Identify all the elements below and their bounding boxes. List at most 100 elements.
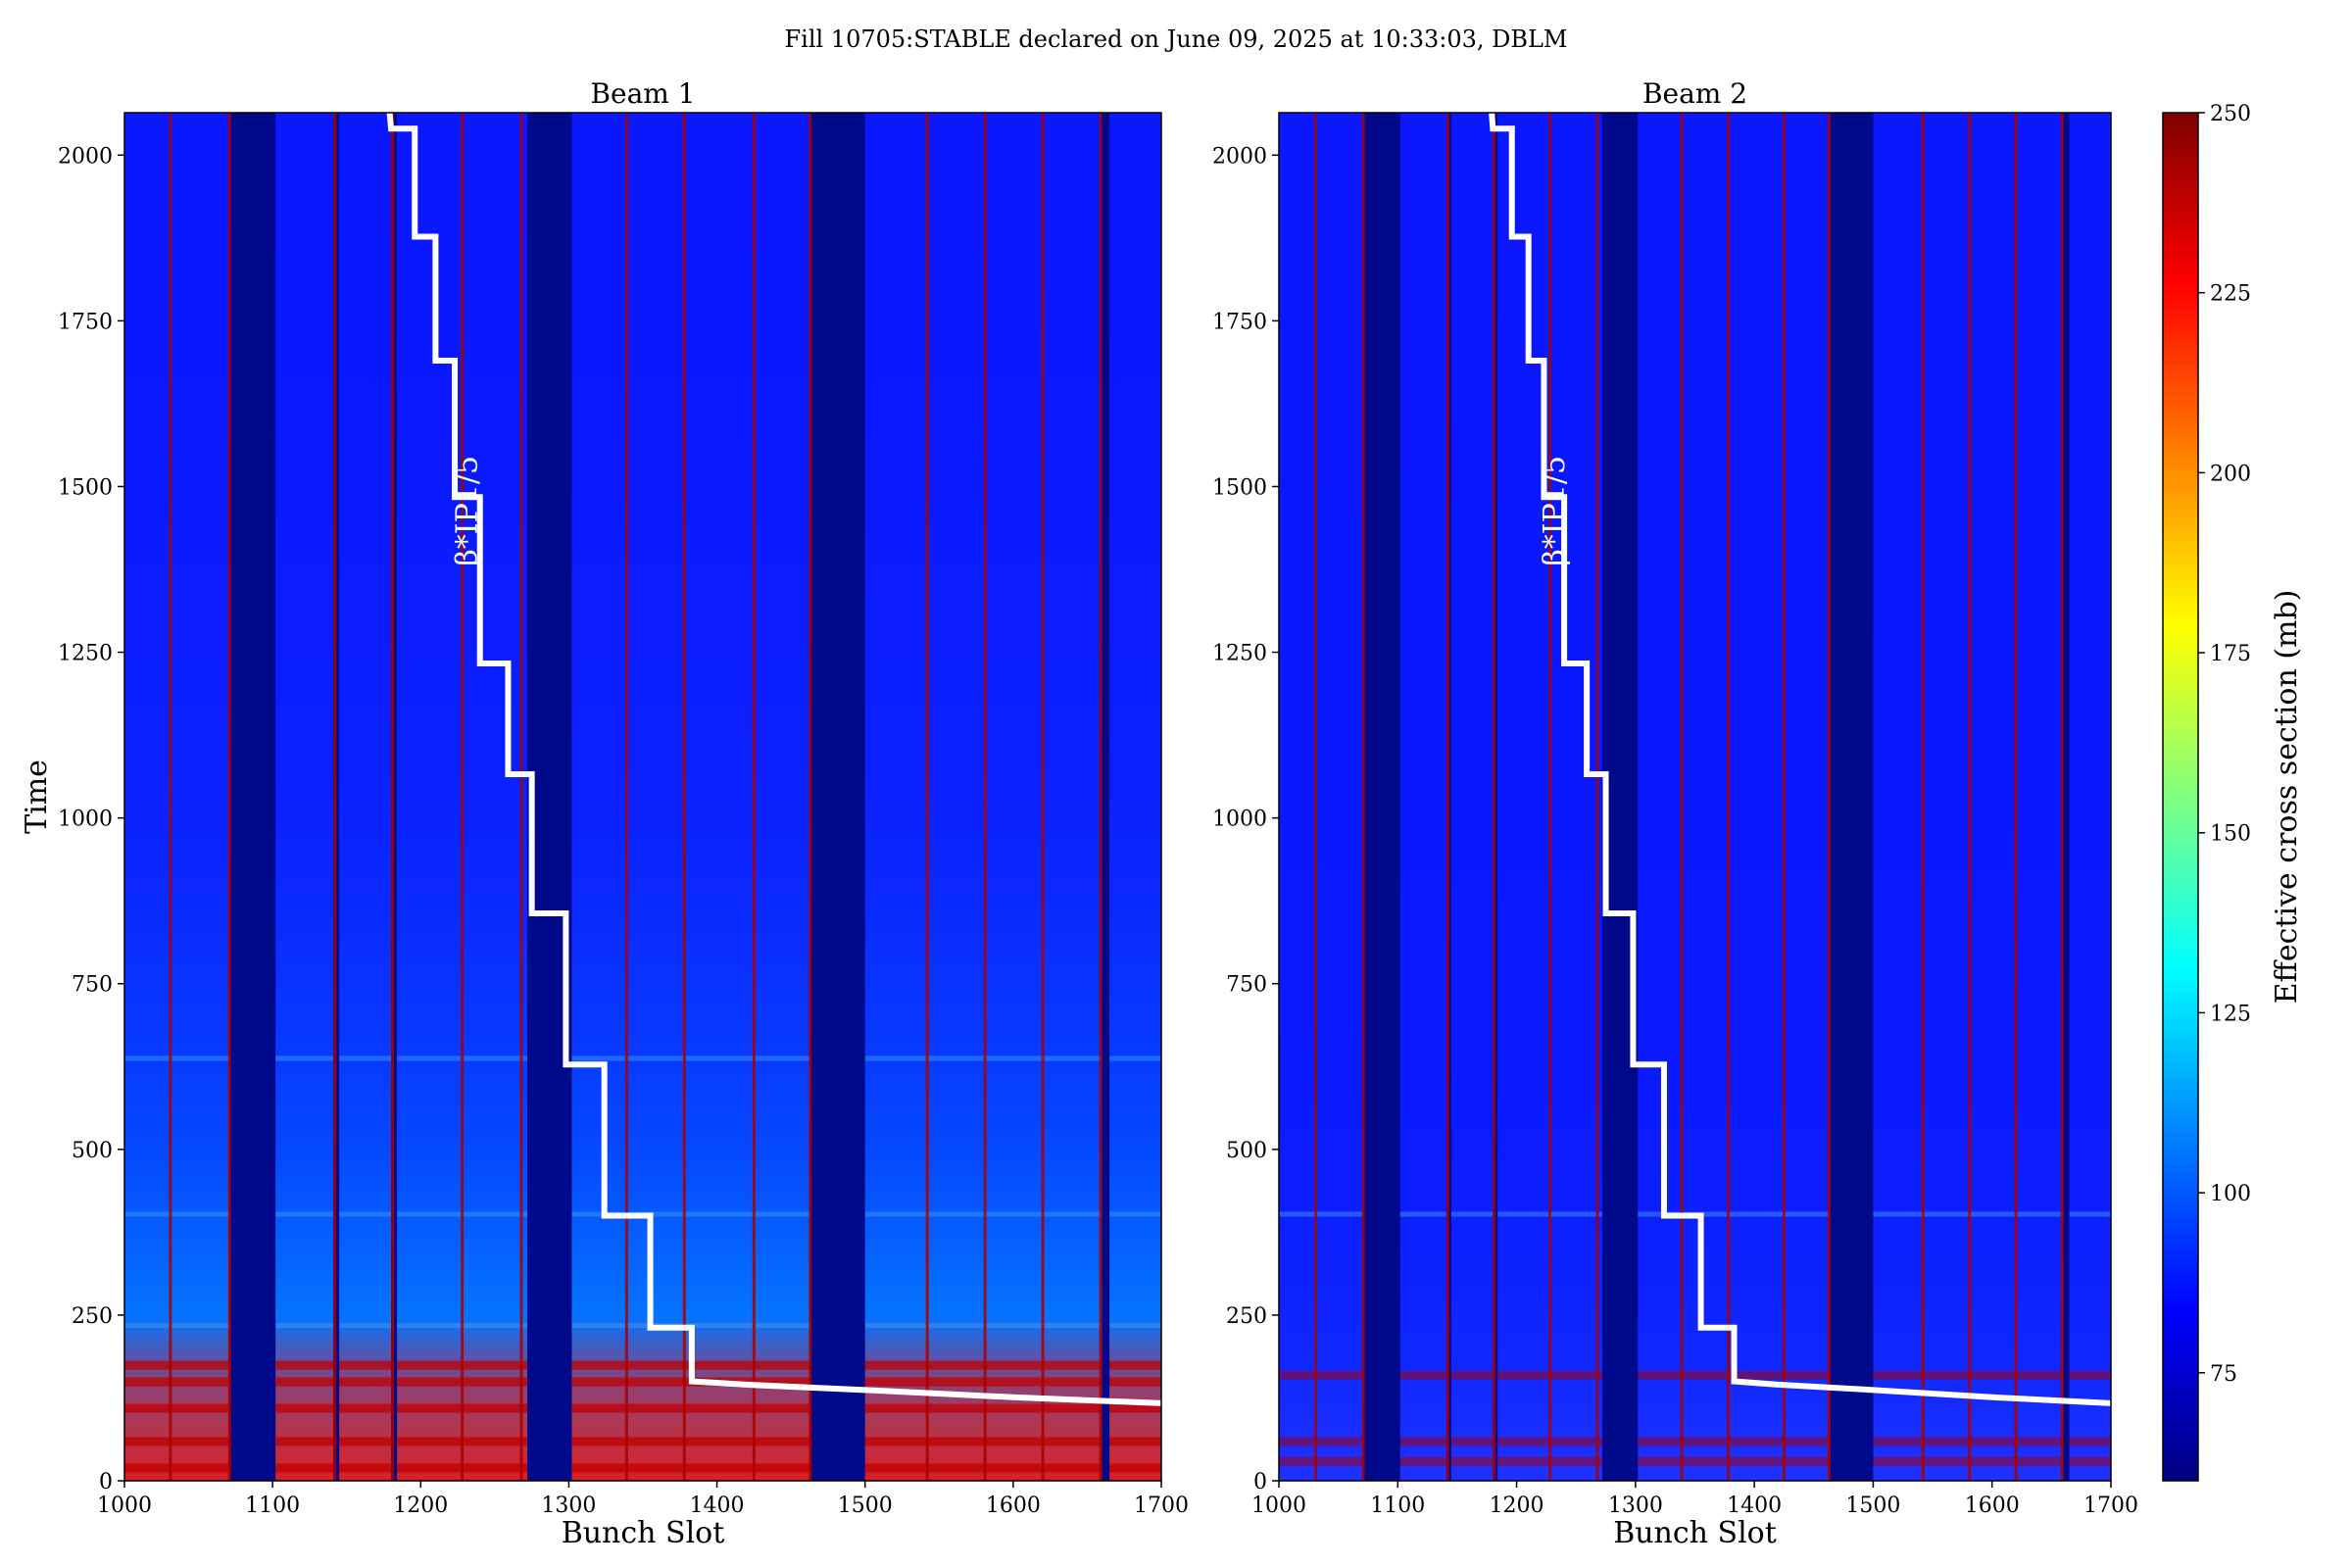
red-edge-line [2060, 113, 2064, 1481]
red-edge-line [1548, 113, 1552, 1481]
beta-star-step-line [386, 113, 1161, 1406]
x-tick-label: 1300 [541, 1494, 596, 1518]
bright-row-band [1279, 1456, 2111, 1466]
x-tick-label: 1700 [1134, 1494, 1189, 1518]
red-edge-line [1041, 113, 1045, 1481]
colorbar-tick-label: 125 [2210, 1002, 2251, 1026]
x-tick-label: 1500 [1845, 1494, 1900, 1518]
empty-slot-column [391, 113, 398, 1481]
colorbar-frame [2162, 112, 2199, 1482]
red-edge-line [169, 113, 172, 1481]
bright-row-band [1279, 1370, 2111, 1380]
empty-slot-column [1102, 113, 1110, 1481]
y-tick-label: 1250 [58, 642, 113, 666]
x-tick-label: 1300 [1608, 1494, 1663, 1518]
x-tick-label: 1600 [1965, 1494, 2020, 1518]
red-edge-line [682, 113, 686, 1481]
red-edge-line [624, 113, 628, 1481]
red-edge-line [752, 113, 756, 1481]
colorbar-gradient [2163, 113, 2198, 1481]
red-edge-line [1493, 113, 1496, 1481]
y-tick-label: 750 [72, 973, 113, 998]
red-edge-line [1921, 113, 1925, 1481]
y-tick-label: 1750 [1212, 310, 1267, 334]
red-edge-line [1099, 113, 1102, 1481]
bright-row-band [124, 1323, 1161, 1329]
red-edge-line [2014, 113, 2018, 1481]
colorbar-tick-label: 250 [2210, 102, 2251, 126]
beta-star-step-line [1489, 113, 2111, 1406]
x-axis-label: Bunch Slot [1613, 1516, 1777, 1550]
bright-row-band [124, 1437, 1161, 1446]
x-tick-label: 1000 [97, 1494, 152, 1518]
colorbar-label: Effective cross section (mb) [2270, 590, 2304, 1004]
x-tick-label: 1600 [986, 1494, 1041, 1518]
red-edge-line [519, 113, 523, 1481]
empty-slot-column [2063, 113, 2070, 1481]
red-edge-line [1726, 113, 1730, 1481]
colorbar-tick-label: 75 [2210, 1362, 2237, 1387]
bright-row-band [124, 1377, 1161, 1387]
y-tick-label: 0 [99, 1470, 113, 1494]
red-edge-line [808, 113, 812, 1481]
x-tick-label: 1400 [1727, 1494, 1782, 1518]
axes-frame [1278, 112, 2112, 1482]
colorbar-tick-label: 150 [2210, 822, 2251, 847]
red-edge-line [1314, 113, 1318, 1481]
heat-fade [1279, 113, 2111, 1481]
x-tick-label: 1000 [1251, 1494, 1306, 1518]
x-tick-label: 1100 [1370, 1494, 1425, 1518]
red-edge-line [983, 113, 987, 1481]
colorbar: 75 100 125 150 175 200 225 250 Effective cross s… [2162, 102, 2304, 1482]
y-tick-label: 1500 [58, 475, 113, 500]
x-tick-label: 1400 [690, 1494, 745, 1518]
empty-slot-column [1829, 113, 1874, 1481]
red-edge-line [1968, 113, 1972, 1481]
bright-row-band [124, 1055, 1161, 1061]
heatmap-area [1279, 113, 2111, 1481]
empty-slot-column [527, 113, 572, 1481]
red-edge-line [391, 113, 395, 1481]
y-tick-label: 1000 [58, 808, 113, 832]
panel-title: Beam 1 [590, 77, 695, 110]
heatmap-area [124, 113, 1161, 1481]
bright-row-band [1279, 1437, 2111, 1446]
colorbar-tick-label: 175 [2210, 642, 2251, 666]
x-tick-label: 1200 [1490, 1494, 1544, 1518]
y-tick-label: 1500 [1212, 475, 1267, 500]
panel-beam-1: β*IP1/5 Beam 1 1000 1100 1200 1300 1400 1500 160… [20, 77, 1189, 1550]
empty-slot-column [809, 113, 865, 1481]
beta-star-label: β*IP1/5 [451, 456, 485, 566]
red-edge-line [1782, 113, 1786, 1481]
panel-title: Beam 2 [1642, 77, 1747, 110]
empty-slot-column [229, 113, 276, 1481]
red-edge-line [1828, 113, 1832, 1481]
x-tick-label: 1200 [393, 1494, 448, 1518]
y-tick-label: 2000 [58, 144, 113, 169]
bright-row-band [124, 1403, 1161, 1413]
colorbar-tick-label: 225 [2210, 282, 2251, 307]
y-tick-label: 1750 [58, 310, 113, 334]
red-edge-line [1680, 113, 1684, 1481]
colorbar-tick-label: 200 [2210, 462, 2251, 486]
y-tick-label: 500 [72, 1139, 113, 1163]
x-tick-label: 1100 [245, 1494, 300, 1518]
x-tick-label: 1500 [838, 1494, 893, 1518]
axes-frame [123, 112, 1162, 1482]
y-tick-label: 1000 [1212, 808, 1267, 832]
y-tick-label: 500 [1226, 1139, 1267, 1163]
red-edge-line [1361, 113, 1365, 1481]
red-edge-line [461, 113, 465, 1481]
red-edge-line [1446, 113, 1449, 1481]
bright-row-band [124, 1463, 1161, 1473]
y-tick-label: 250 [1226, 1304, 1267, 1329]
red-edge-line [227, 113, 231, 1481]
y-tick-label: 2000 [1212, 144, 1267, 169]
beta-star-label: β*IP1/5 [1538, 456, 1572, 566]
figure-suptitle: Fill 10705:STABLE declared on June 09, 2… [784, 25, 1568, 53]
heat-fade [124, 113, 1161, 1481]
empty-slot-column [1363, 113, 1400, 1481]
panel-beam-2: β*IP1/5 Beam 2 1000 1100 1200 1300 1400 1500 160… [1212, 77, 2138, 1550]
